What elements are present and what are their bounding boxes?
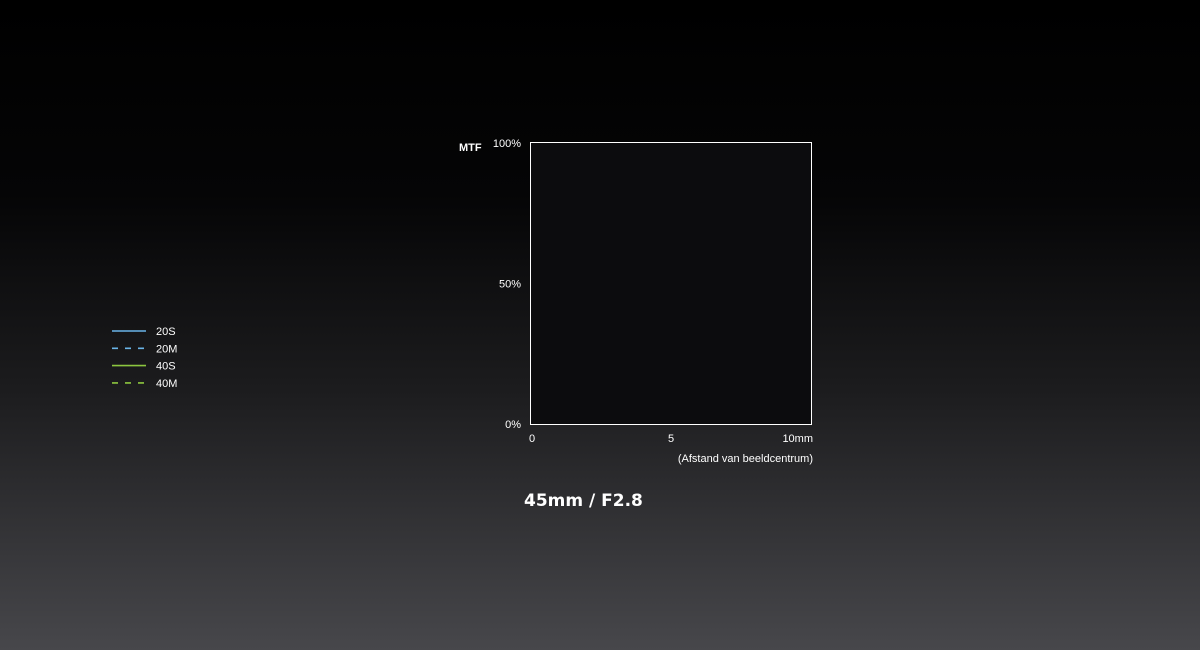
- x-axis-label: (Afstand van beeldcentrum): [678, 453, 813, 465]
- legend-label-40m: 40M: [156, 378, 177, 390]
- y-tick-label: 50%: [499, 279, 521, 291]
- chart-title: 45mm / F2.8: [524, 491, 643, 511]
- y-tick-label: 100%: [493, 138, 521, 150]
- legend-label-20m: 20M: [156, 343, 177, 355]
- y-tick-label: 0%: [505, 419, 521, 431]
- y-axis-label: MTF: [459, 142, 482, 154]
- legend-label-20s: 20S: [156, 326, 176, 338]
- legend: 20S 20M 40S 40M: [112, 326, 177, 390]
- x-tick-label: 0: [529, 433, 535, 445]
- legend-label-40s: 40S: [156, 361, 176, 373]
- x-tick-label: 5: [668, 433, 674, 445]
- y-tick-labels: 0% 50% 100%: [493, 138, 521, 431]
- plot-background: [531, 143, 811, 424]
- x-tick-labels: 0 5 10mm: [529, 433, 813, 445]
- x-tick-label: 10mm: [782, 433, 813, 445]
